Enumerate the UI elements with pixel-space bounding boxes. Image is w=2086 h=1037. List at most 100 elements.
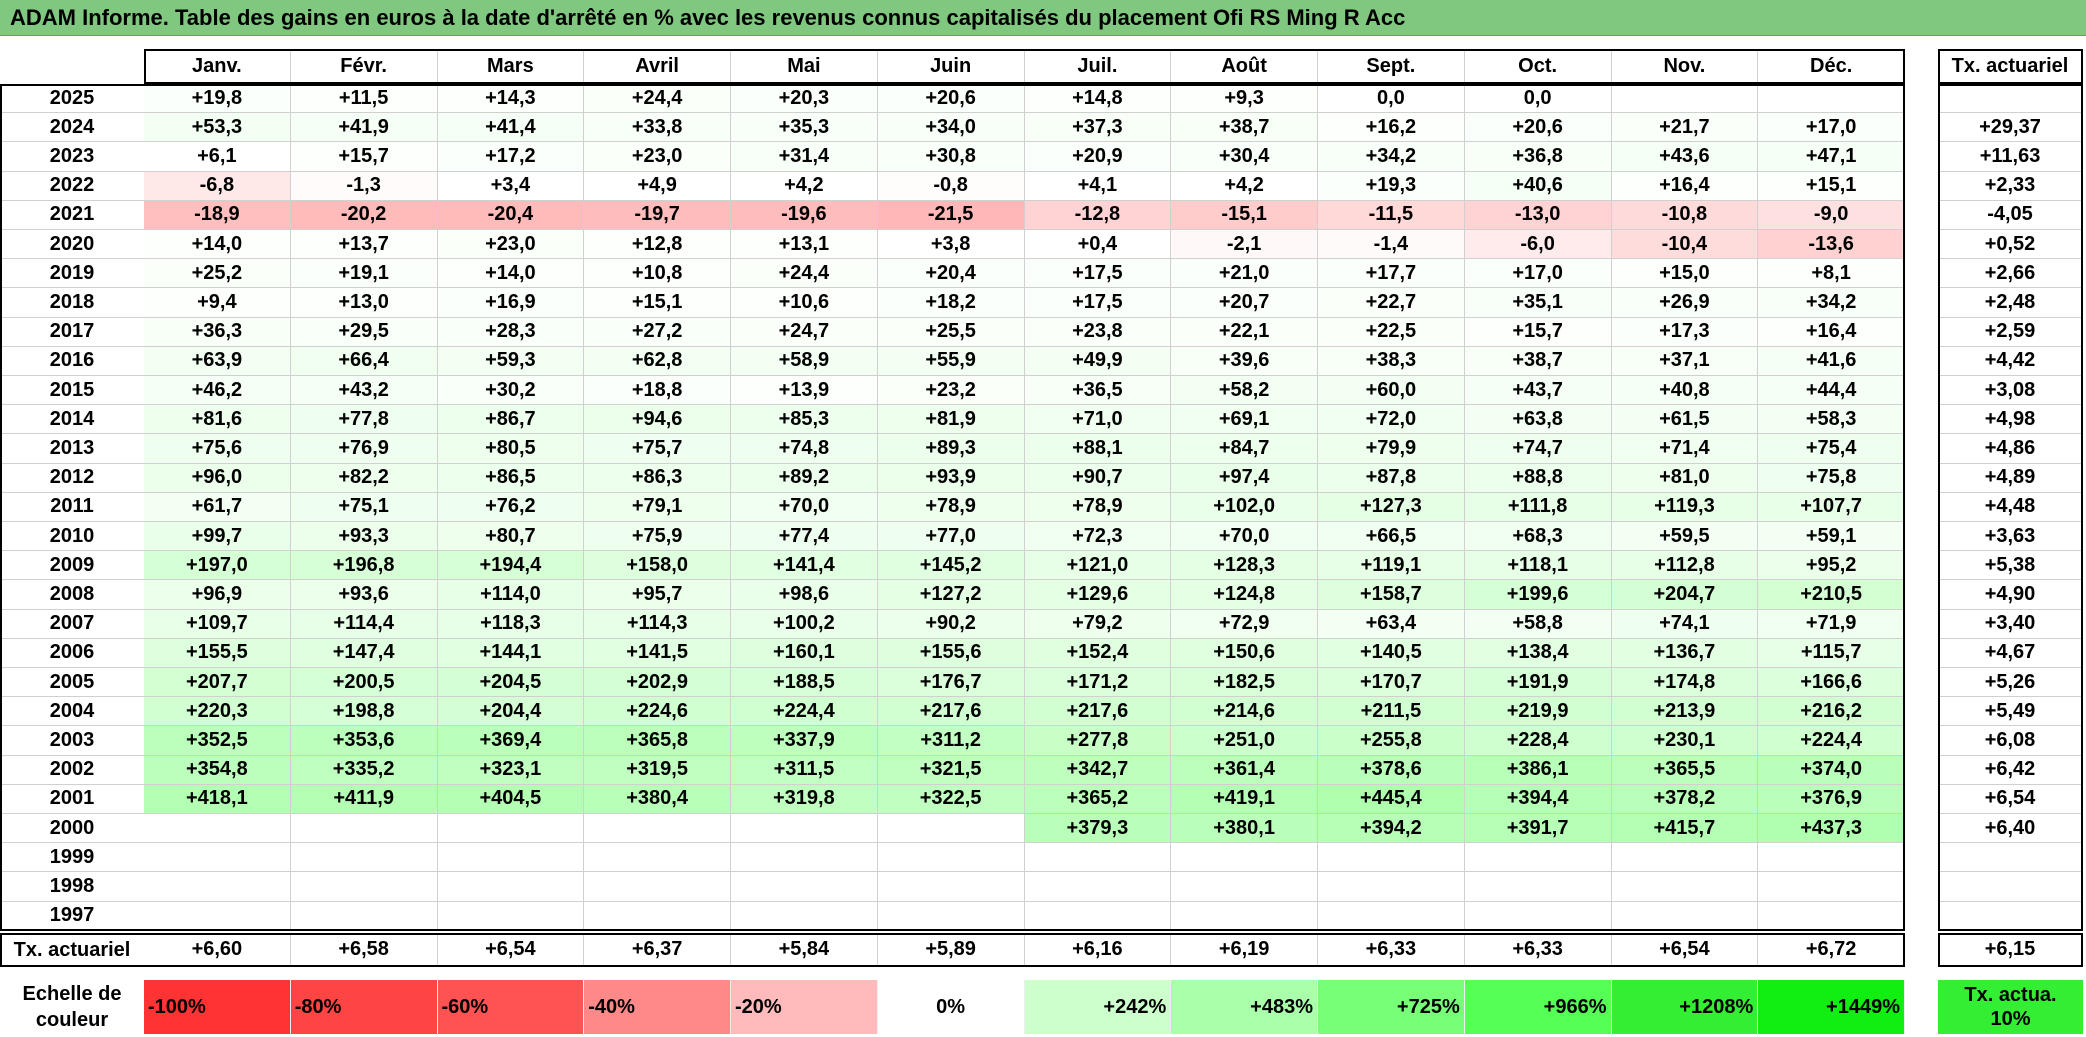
value-cell: [584, 901, 731, 931]
value-cell: [877, 901, 1025, 931]
value-cell: +23,0: [437, 230, 585, 260]
value-cell: [731, 901, 878, 931]
column-header: Févr.: [290, 49, 438, 84]
value-cell: +98,6: [731, 580, 878, 610]
year-label: 2024: [0, 113, 144, 143]
value-cell: +127,3: [1318, 492, 1465, 522]
value-cell: +213,9: [1611, 697, 1759, 727]
value-cell: +3,8: [877, 230, 1025, 260]
value-cell: +365,2: [1024, 784, 1172, 814]
value-cell: +17,7: [1318, 259, 1465, 289]
value-cell: +404,5: [437, 784, 585, 814]
value-cell: +155,5: [144, 638, 291, 668]
value-cell: +34,2: [1318, 142, 1465, 172]
scale-item: +483%: [1171, 980, 1318, 1034]
value-cell: +22,1: [1171, 317, 1318, 347]
scale-item: -60%: [437, 980, 585, 1034]
value-cell: +30,2: [437, 376, 585, 406]
footer-label: Tx. actuariel: [13, 938, 131, 961]
value-cell: -18,9: [144, 200, 291, 230]
value-cell: +29,5: [290, 317, 438, 347]
value-cell: +115,7: [1758, 638, 1905, 668]
value-cell: +75,6: [144, 434, 291, 464]
year-label: 2012: [0, 464, 144, 493]
tx-cell: +0,52: [1938, 230, 2083, 260]
value-cell: +25,5: [877, 317, 1025, 347]
value-cell: [877, 872, 1025, 902]
value-cell: +58,9: [731, 346, 878, 376]
value-cell: +196,8: [290, 551, 438, 581]
value-cell: +81,9: [877, 405, 1025, 435]
value-cell: +394,2: [1318, 814, 1465, 844]
value-cell: +16,9: [437, 288, 585, 318]
value-cell: +75,4: [1758, 434, 1905, 464]
value-cell: +17,0: [1464, 259, 1612, 289]
scale-item: -20%: [731, 980, 878, 1034]
value-cell: [1464, 901, 1612, 931]
value-cell: +19,8: [144, 84, 291, 114]
value-cell: +96,0: [144, 463, 291, 493]
value-cell: +81,6: [144, 405, 291, 435]
value-cell: +13,9: [731, 376, 878, 406]
value-cell: +174,8: [1611, 668, 1759, 698]
value-cell: -11,5: [1318, 200, 1465, 230]
value-cell: +41,4: [437, 113, 585, 143]
value-cell: +74,7: [1464, 434, 1612, 464]
value-cell: +15,7: [1464, 317, 1612, 347]
value-cell: +319,8: [731, 784, 878, 814]
value-cell: +114,4: [290, 609, 438, 639]
value-cell: +36,5: [1024, 376, 1172, 406]
value-cell: +224,4: [1758, 726, 1905, 756]
value-cell: +31,4: [731, 142, 878, 172]
value-cell: +19,3: [1318, 171, 1465, 201]
value-cell: +176,7: [877, 668, 1025, 698]
value-cell: +158,0: [584, 551, 731, 581]
value-cell: +374,0: [1758, 755, 1905, 785]
value-cell: [1611, 872, 1759, 902]
value-cell: +71,4: [1611, 434, 1759, 464]
value-cell: +17,5: [1024, 259, 1172, 289]
value-cell: +77,4: [731, 522, 878, 552]
value-cell: +86,3: [584, 463, 731, 493]
tx-cell: +2,33: [1938, 171, 2083, 201]
value-cell: +78,9: [1024, 492, 1172, 522]
value-cell: +204,4: [437, 697, 585, 727]
value-cell: +211,5: [1318, 697, 1465, 727]
value-cell: +380,4: [584, 784, 731, 814]
value-cell: +90,7: [1024, 463, 1172, 493]
value-cell: +33,8: [584, 113, 731, 143]
value-cell: +15,1: [1758, 171, 1905, 201]
value-cell: +16,2: [1318, 113, 1465, 143]
value-cell: +311,5: [731, 755, 878, 785]
year-label: 2000: [0, 814, 144, 844]
value-cell: +36,8: [1464, 142, 1612, 172]
year-label: 2013: [0, 434, 144, 464]
value-cell: +152,4: [1024, 638, 1172, 668]
value-cell: +28,3: [437, 317, 585, 347]
footer-cell: +6,60: [144, 933, 291, 967]
value-cell: +74,1: [1611, 609, 1759, 639]
value-cell: +217,6: [877, 697, 1025, 727]
column-header: Oct.: [1464, 49, 1612, 84]
tx-cell: +3,40: [1938, 609, 2083, 639]
value-cell: +23,0: [584, 142, 731, 172]
value-cell: +354,8: [144, 755, 291, 785]
value-cell: -21,5: [877, 200, 1025, 230]
value-cell: +24,7: [731, 317, 878, 347]
scale-item: 0%: [877, 980, 1025, 1034]
value-cell: [144, 872, 291, 902]
tx-cell: +5,26: [1938, 668, 2083, 698]
value-cell: +71,9: [1758, 609, 1905, 639]
value-cell: +15,7: [290, 142, 438, 172]
value-cell: [437, 814, 585, 844]
value-cell: [731, 843, 878, 873]
value-cell: +79,9: [1318, 434, 1465, 464]
value-cell: [437, 872, 585, 902]
value-cell: +95,7: [584, 580, 731, 610]
value-cell: +55,9: [877, 346, 1025, 376]
year-label: 2007: [0, 610, 144, 639]
value-cell: +43,7: [1464, 376, 1612, 406]
value-cell: +197,0: [144, 551, 291, 581]
year-label: 2010: [0, 522, 144, 552]
